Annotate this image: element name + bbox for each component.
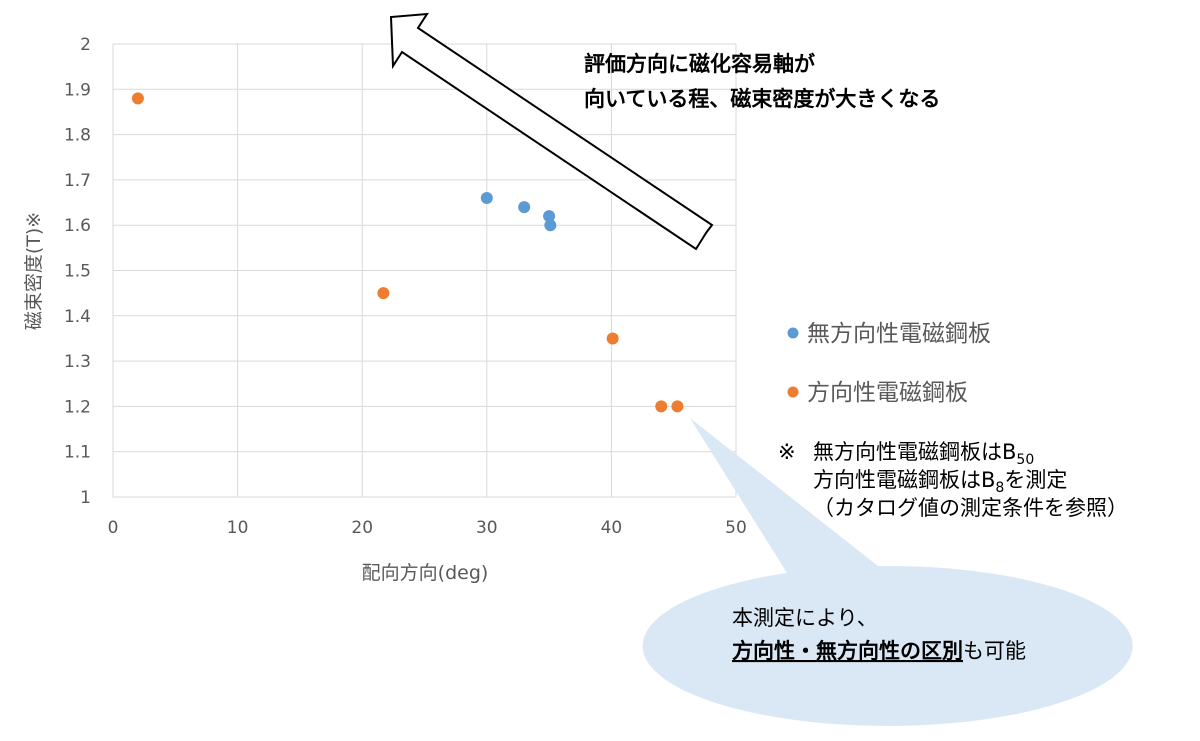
point-oriented: [131, 92, 144, 105]
point-non-oriented: [543, 210, 556, 223]
callout-line2-tail: も可能: [963, 639, 1026, 663]
callout-line2-bold: 方向性・無方向性の区別: [732, 639, 963, 663]
y-tick-label: 2: [80, 35, 91, 55]
x-tick-label: 40: [601, 518, 623, 538]
y-tick-label: 1: [80, 488, 91, 508]
point-non-oriented: [544, 219, 557, 232]
y-tick-label: 1.2: [64, 397, 91, 417]
x-tick-labels: 0 10 20 30 40 50: [108, 518, 747, 538]
callout-line1: 本測定により、: [732, 606, 878, 630]
legend-marker-oriented: [787, 386, 799, 398]
point-oriented: [377, 287, 390, 300]
footnote-line2-subscript: 8: [995, 480, 1004, 496]
legend-marker-non-oriented: [787, 327, 799, 339]
y-tick-labels: 1 1.1 1.2 1.3 1.4 1.5 1.6 1.7 1.8 1.9 2: [64, 35, 91, 508]
y-tick-label: 1.8: [64, 126, 91, 146]
trend-arrow: [389, 12, 714, 251]
y-tick-label: 1.3: [64, 352, 91, 372]
point-oriented: [655, 400, 668, 413]
y-tick-label: 1.9: [64, 80, 91, 100]
x-tick-label: 0: [108, 518, 119, 538]
x-tick-label: 50: [725, 518, 747, 538]
x-axis-title: 配向方向(deg): [362, 562, 489, 584]
x-tick-label: 30: [476, 518, 498, 538]
grid-lines: [112, 43, 737, 498]
footnote-line2-tail: を測定: [1004, 468, 1067, 492]
arrow-annotation-line2: 向いている程、磁束密度が大きくなる: [584, 87, 940, 111]
point-oriented: [671, 400, 684, 413]
footnote-line2-text: 方向性電磁鋼板はB: [813, 468, 995, 492]
callout-line2: 方向性・無方向性の区別も可能: [732, 639, 1026, 663]
y-tick-label: 1.1: [64, 443, 91, 463]
footnote-line3: （カタログ値の測定条件を参照）: [813, 496, 1128, 520]
legend-label-oriented: 方向性電磁鋼板: [807, 380, 968, 406]
point-oriented: [606, 332, 619, 345]
y-tick-label: 1.5: [64, 262, 91, 282]
data-points: [131, 92, 684, 413]
y-tick-label: 1.7: [64, 171, 91, 191]
y-tick-label: 1.4: [64, 307, 91, 327]
footnote-mark: ※: [778, 440, 796, 464]
y-tick-label: 1.6: [64, 216, 91, 236]
point-non-oriented: [518, 201, 531, 214]
point-non-oriented: [480, 192, 493, 205]
footnote-line1-text: 無方向性電磁鋼板はB: [813, 440, 1016, 464]
arrow-annotation-line1: 評価方向に磁化容易軸が: [584, 52, 815, 76]
x-tick-label: 10: [227, 518, 249, 538]
legend-label-non-oriented: 無方向性電磁鋼板: [807, 321, 991, 347]
x-tick-label: 20: [351, 518, 373, 538]
footnote-line2: 方向性電磁鋼板はB8を測定: [813, 468, 1067, 496]
footnote-line1: 無方向性電磁鋼板はB50: [813, 440, 1034, 468]
footnote-line1-subscript: 50: [1016, 452, 1034, 468]
y-axis-title: 磁束密度(T)※: [23, 212, 45, 330]
callout-bubble: [642, 418, 1133, 726]
